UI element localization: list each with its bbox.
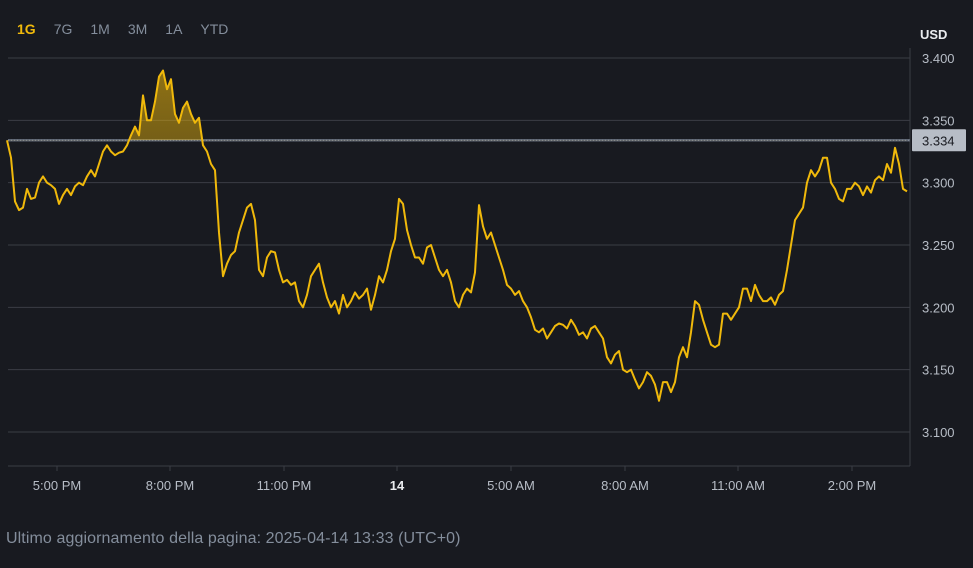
tab-1a[interactable]: 1A [165, 21, 183, 37]
y-tick-label: 3.150 [922, 363, 955, 378]
current-price-badge [912, 129, 966, 152]
x-tick-label: 5:00 PM [33, 478, 81, 493]
x-tick-label: 11:00 AM [711, 478, 765, 493]
y-tick-label: 3.400 [922, 51, 955, 66]
tab-3m[interactable]: 3M [127, 21, 148, 37]
x-tick-label: 2:00 PM [828, 478, 876, 493]
series-area-above-current [129, 70, 203, 141]
last-updated-text: Ultimo aggiornamento della pagina: 2025-… [6, 530, 461, 547]
current-price-badge-text: 3.334 [922, 133, 955, 148]
tab-7g[interactable]: 7G [53, 21, 73, 37]
y-tick-label: 3.300 [922, 176, 955, 191]
y-tick-label: 3.350 [922, 113, 955, 128]
x-tick-label: 8:00 PM [146, 478, 194, 493]
x-tick-label: 8:00 AM [601, 478, 649, 493]
y-axis-unit-label: USD [920, 27, 947, 42]
price-chart[interactable]: 3.100 3.150 3.200 3.250 3.300 3.350 3.400 USD 5… [0, 0, 973, 510]
tab-1m[interactable]: 1M [90, 21, 110, 37]
x-tick-label: 5:00 AM [487, 478, 535, 493]
price-series-line [6, 69, 908, 402]
x-tick-label: 14 [390, 478, 405, 493]
y-tick-label: 3.100 [922, 425, 955, 440]
x-tick-label: 11:00 PM [257, 478, 312, 493]
price-chart-svg[interactable]: 3.100 3.150 3.200 3.250 3.300 3.350 3.400 USD 5… [0, 0, 973, 510]
range-tabs: 1G 7G 1M 3M 1A YTD [8, 18, 237, 40]
y-tick-label: 3.200 [922, 300, 955, 315]
tab-1g[interactable]: 1G [17, 21, 36, 37]
y-tick-label: 3.250 [922, 238, 955, 253]
tab-ytd[interactable]: YTD [200, 21, 229, 37]
